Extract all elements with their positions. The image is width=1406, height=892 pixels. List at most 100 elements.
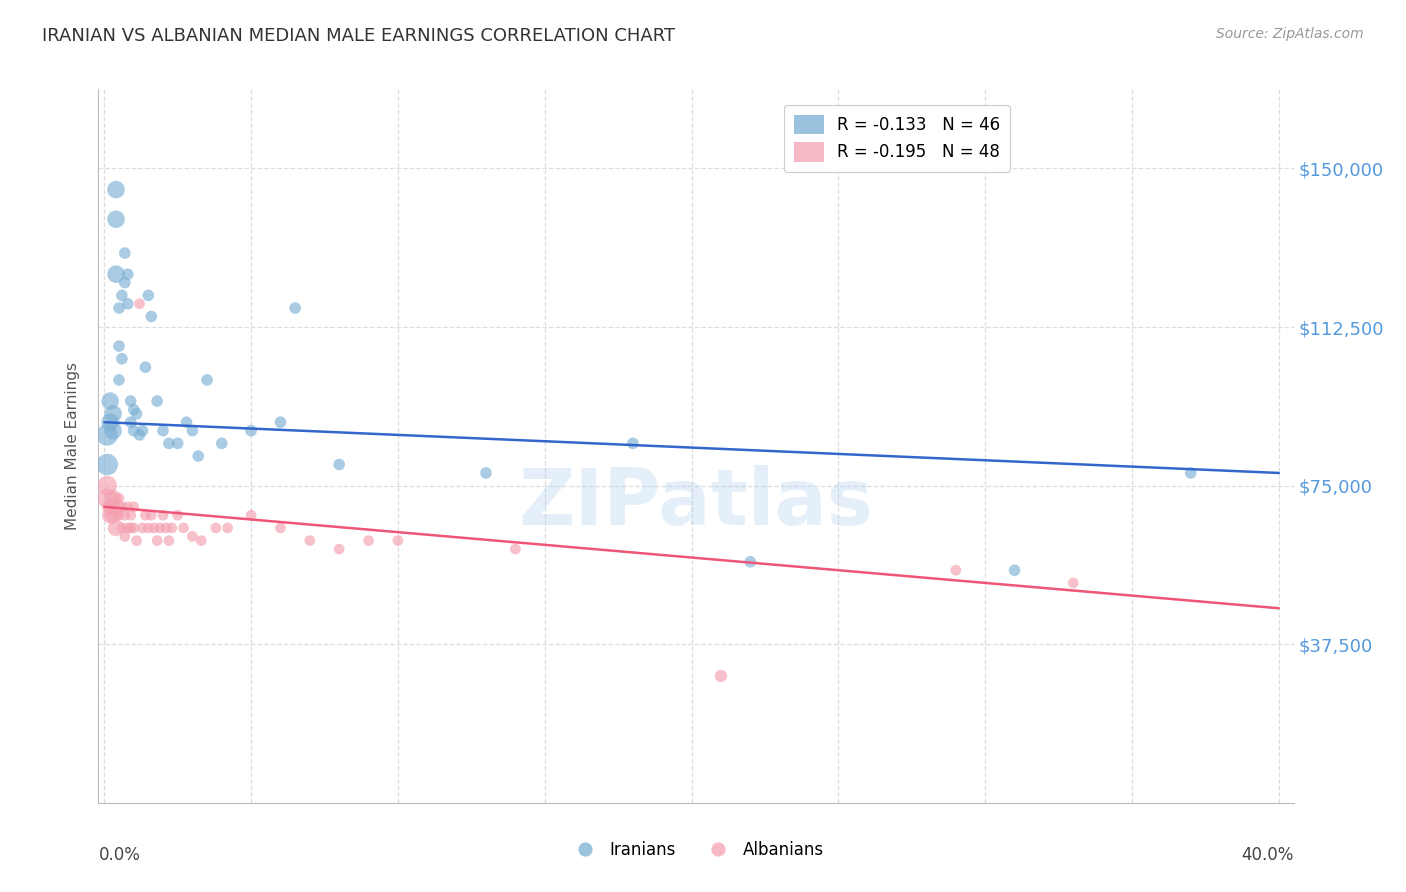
Point xyxy=(114,246,136,260)
Point xyxy=(122,500,145,514)
Point xyxy=(120,394,142,409)
Point xyxy=(166,436,188,450)
Point xyxy=(114,508,136,523)
Text: ZIPatlas: ZIPatlas xyxy=(519,465,873,541)
Point xyxy=(190,533,212,548)
Point xyxy=(96,428,118,442)
Point xyxy=(505,542,527,557)
Point xyxy=(157,533,180,548)
Point xyxy=(98,394,121,409)
Point xyxy=(105,267,128,281)
Point xyxy=(96,491,118,506)
Point xyxy=(205,521,228,535)
Point xyxy=(114,529,136,543)
Y-axis label: Median Male Earnings: Median Male Earnings xyxy=(65,362,80,530)
Point xyxy=(152,508,174,523)
Point xyxy=(155,521,177,535)
Point xyxy=(122,402,145,417)
Point xyxy=(108,491,131,506)
Point xyxy=(181,529,204,543)
Point xyxy=(101,424,124,438)
Point xyxy=(117,267,139,281)
Point xyxy=(114,276,136,290)
Point xyxy=(105,212,128,227)
Point xyxy=(284,301,307,315)
Point xyxy=(111,288,134,302)
Point xyxy=(1004,563,1026,577)
Point xyxy=(128,297,150,311)
Point xyxy=(181,424,204,438)
Text: Source: ZipAtlas.com: Source: ZipAtlas.com xyxy=(1216,27,1364,41)
Point xyxy=(117,521,139,535)
Point xyxy=(141,508,163,523)
Point xyxy=(357,533,380,548)
Point xyxy=(101,508,124,523)
Point xyxy=(1062,575,1084,590)
Point xyxy=(120,415,142,429)
Point xyxy=(105,183,128,197)
Point xyxy=(143,521,166,535)
Point xyxy=(108,301,131,315)
Point xyxy=(117,297,139,311)
Point xyxy=(98,415,121,429)
Point xyxy=(328,458,350,472)
Point xyxy=(101,491,124,506)
Point xyxy=(111,521,134,535)
Point xyxy=(122,424,145,438)
Point xyxy=(131,521,153,535)
Point xyxy=(138,521,160,535)
Point xyxy=(710,669,733,683)
Text: 0.0%: 0.0% xyxy=(98,846,141,863)
Point xyxy=(111,351,134,366)
Point xyxy=(108,508,131,523)
Point xyxy=(138,288,160,302)
Point xyxy=(125,533,148,548)
Text: 40.0%: 40.0% xyxy=(1241,846,1294,863)
Point xyxy=(105,500,128,514)
Point xyxy=(117,500,139,514)
Point xyxy=(105,521,128,535)
Point xyxy=(98,500,121,514)
Point xyxy=(108,373,131,387)
Point xyxy=(125,407,148,421)
Point xyxy=(195,373,218,387)
Point xyxy=(122,521,145,535)
Point xyxy=(1180,466,1202,480)
Point xyxy=(298,533,321,548)
Point xyxy=(187,449,209,463)
Point xyxy=(152,424,174,438)
Point xyxy=(120,508,142,523)
Point xyxy=(176,415,198,429)
Point xyxy=(146,533,169,548)
Point xyxy=(108,339,131,353)
Point xyxy=(134,360,156,375)
Point xyxy=(945,563,967,577)
Point xyxy=(269,415,291,429)
Point xyxy=(111,500,134,514)
Point xyxy=(96,478,118,492)
Point xyxy=(160,521,183,535)
Point xyxy=(96,458,118,472)
Point xyxy=(146,394,169,409)
Point xyxy=(131,424,153,438)
Point xyxy=(101,407,124,421)
Point xyxy=(387,533,409,548)
Point xyxy=(141,310,163,324)
Point xyxy=(240,424,263,438)
Point xyxy=(621,436,644,450)
Point xyxy=(149,521,172,535)
Point xyxy=(128,428,150,442)
Legend: Iranians, Albanians: Iranians, Albanians xyxy=(561,835,831,866)
Point xyxy=(217,521,239,535)
Point xyxy=(157,436,180,450)
Point xyxy=(740,555,762,569)
Point xyxy=(166,508,188,523)
Point xyxy=(98,508,121,523)
Point xyxy=(120,521,142,535)
Point xyxy=(173,521,195,535)
Point xyxy=(328,542,350,557)
Point xyxy=(134,508,156,523)
Point xyxy=(269,521,291,535)
Text: IRANIAN VS ALBANIAN MEDIAN MALE EARNINGS CORRELATION CHART: IRANIAN VS ALBANIAN MEDIAN MALE EARNINGS… xyxy=(42,27,675,45)
Point xyxy=(211,436,233,450)
